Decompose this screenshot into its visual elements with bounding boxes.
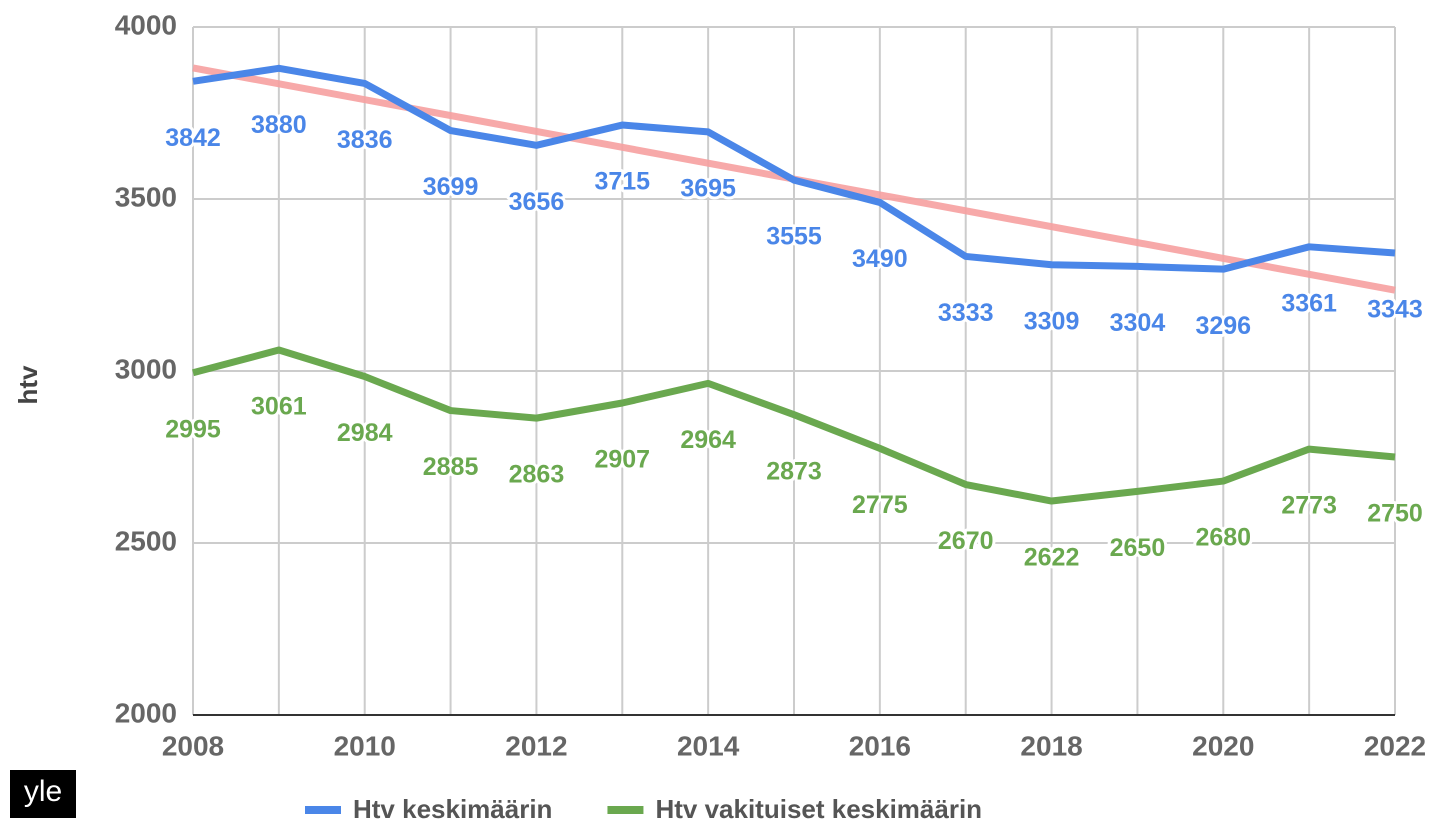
x-tick-label: 2010 <box>334 730 396 761</box>
x-tick-label: 2022 <box>1364 730 1426 761</box>
data-label: 3361 <box>1281 289 1337 317</box>
data-label: 2650 <box>1110 534 1166 562</box>
data-label: 2907 <box>594 446 650 474</box>
data-label: 3304 <box>1110 309 1166 337</box>
y-tick-label: 4000 <box>115 9 177 40</box>
data-label: 3555 <box>766 223 822 251</box>
data-label: 3343 <box>1367 296 1423 324</box>
data-label: 2775 <box>852 491 908 519</box>
data-label: 3296 <box>1195 312 1251 340</box>
data-label: 3699 <box>423 173 479 201</box>
data-label: 3490 <box>852 245 908 273</box>
x-tick-label: 2018 <box>1020 730 1082 761</box>
data-label: 2773 <box>1281 492 1337 520</box>
logo-box <box>10 770 76 818</box>
data-label: 2670 <box>938 527 994 555</box>
data-label: 3309 <box>1024 307 1080 335</box>
data-label: 2622 <box>1024 544 1080 572</box>
logo: yle <box>24 775 62 808</box>
x-tick-label: 2020 <box>1192 730 1254 761</box>
y-tick-label: 3000 <box>115 353 177 384</box>
data-label: 2984 <box>337 419 393 447</box>
data-label: 2863 <box>509 461 565 489</box>
data-label: 2873 <box>766 457 822 485</box>
data-label: 3695 <box>680 175 736 203</box>
data-label: 3836 <box>337 126 393 154</box>
data-label: 3061 <box>251 393 307 421</box>
legend-label: Htv vakituiset keskimäärin <box>655 794 982 824</box>
y-tick-label: 2500 <box>115 525 177 556</box>
data-label: 2680 <box>1195 524 1251 552</box>
series-line <box>192 346 1396 505</box>
data-label: 3715 <box>594 168 650 196</box>
y-axis-label: htv <box>13 365 43 405</box>
y-tick-label: 2000 <box>115 697 177 728</box>
data-label: 2885 <box>423 453 479 481</box>
series-line <box>192 64 1396 273</box>
data-label: 2964 <box>680 426 736 454</box>
data-label: 3880 <box>251 111 307 139</box>
data-label: 3333 <box>938 299 994 327</box>
x-tick-label: 2012 <box>505 730 567 761</box>
legend-label: Htv keskimäärin <box>353 794 552 824</box>
x-tick-label: 2008 <box>162 730 224 761</box>
data-label: 2750 <box>1367 500 1423 528</box>
data-label: 3656 <box>509 188 565 216</box>
data-label: 3842 <box>165 124 221 152</box>
y-tick-label: 3500 <box>115 181 177 212</box>
data-label: 2995 <box>165 415 221 443</box>
x-tick-label: 2016 <box>849 730 911 761</box>
x-tick-label: 2014 <box>677 730 740 761</box>
